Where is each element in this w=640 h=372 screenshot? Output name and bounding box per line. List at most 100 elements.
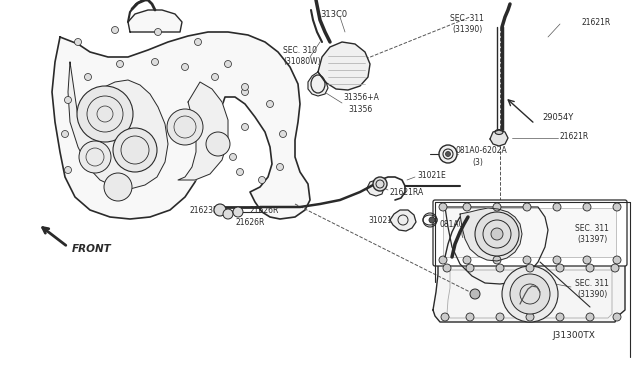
Circle shape	[553, 203, 561, 211]
Circle shape	[439, 203, 447, 211]
Circle shape	[523, 256, 531, 264]
Circle shape	[523, 203, 531, 211]
Circle shape	[491, 228, 503, 240]
Text: 29054Y: 29054Y	[542, 112, 573, 122]
Polygon shape	[490, 130, 508, 146]
Circle shape	[470, 289, 480, 299]
Circle shape	[211, 74, 218, 80]
Circle shape	[233, 207, 243, 217]
FancyBboxPatch shape	[444, 208, 616, 257]
Circle shape	[493, 256, 501, 264]
Text: 313C0: 313C0	[320, 10, 347, 19]
Circle shape	[230, 154, 237, 160]
Circle shape	[154, 29, 161, 35]
Circle shape	[556, 264, 564, 272]
Text: 21626R: 21626R	[250, 205, 280, 215]
Circle shape	[466, 264, 474, 272]
Circle shape	[116, 61, 124, 67]
Text: (31397): (31397)	[577, 234, 607, 244]
Polygon shape	[128, 10, 182, 32]
Circle shape	[526, 313, 534, 321]
Text: 081A0-6162A: 081A0-6162A	[440, 219, 492, 228]
Circle shape	[167, 109, 203, 145]
Circle shape	[259, 176, 266, 183]
Circle shape	[463, 203, 471, 211]
Circle shape	[84, 74, 92, 80]
Polygon shape	[52, 32, 310, 219]
Circle shape	[613, 256, 621, 264]
Text: 31021E: 31021E	[417, 170, 445, 180]
Text: (): ()	[460, 230, 466, 238]
Circle shape	[556, 313, 564, 321]
Circle shape	[611, 264, 619, 272]
Circle shape	[79, 141, 111, 173]
Circle shape	[113, 128, 157, 172]
Text: 21621R: 21621R	[560, 131, 589, 141]
Polygon shape	[68, 62, 168, 189]
Circle shape	[583, 256, 591, 264]
Circle shape	[266, 100, 273, 108]
Circle shape	[65, 167, 72, 173]
Circle shape	[553, 256, 561, 264]
Text: (31080W): (31080W)	[283, 57, 321, 65]
Circle shape	[463, 256, 471, 264]
FancyBboxPatch shape	[433, 200, 627, 266]
Circle shape	[443, 264, 451, 272]
Circle shape	[526, 264, 534, 272]
Text: 21621RA: 21621RA	[390, 187, 424, 196]
Circle shape	[206, 132, 230, 156]
Circle shape	[241, 124, 248, 131]
Polygon shape	[367, 180, 384, 196]
Text: SEC. 311: SEC. 311	[450, 13, 484, 22]
Circle shape	[214, 204, 226, 216]
Ellipse shape	[495, 129, 503, 135]
Circle shape	[429, 217, 435, 223]
Circle shape	[104, 173, 132, 201]
Circle shape	[195, 38, 202, 45]
Circle shape	[276, 164, 284, 170]
Circle shape	[439, 145, 457, 163]
Polygon shape	[433, 264, 625, 322]
Circle shape	[583, 203, 591, 211]
Text: (31390): (31390)	[577, 291, 607, 299]
Circle shape	[241, 83, 248, 90]
Circle shape	[613, 313, 621, 321]
Text: 31021P: 31021P	[368, 215, 397, 224]
Circle shape	[373, 177, 387, 191]
Text: FRONT: FRONT	[72, 244, 112, 254]
Text: 21621R: 21621R	[582, 17, 611, 26]
Circle shape	[61, 131, 68, 138]
Circle shape	[77, 86, 133, 142]
Circle shape	[445, 151, 451, 157]
Text: 21623R: 21623R	[190, 205, 220, 215]
Circle shape	[466, 313, 474, 321]
Text: (31390): (31390)	[452, 25, 483, 33]
Circle shape	[502, 266, 558, 322]
Text: SEC. 311: SEC. 311	[575, 224, 609, 232]
Circle shape	[241, 89, 248, 96]
Circle shape	[237, 169, 243, 176]
Text: 21626R: 21626R	[235, 218, 264, 227]
Polygon shape	[318, 42, 370, 90]
Text: 31356+A: 31356+A	[343, 93, 379, 102]
Text: (3): (3)	[472, 157, 483, 167]
Circle shape	[496, 264, 504, 272]
Circle shape	[280, 131, 287, 138]
Circle shape	[510, 274, 550, 314]
Polygon shape	[460, 208, 522, 261]
Circle shape	[586, 313, 594, 321]
Polygon shape	[178, 82, 228, 180]
Polygon shape	[445, 207, 548, 284]
Circle shape	[225, 61, 232, 67]
Circle shape	[223, 209, 233, 219]
Circle shape	[182, 64, 189, 71]
Circle shape	[441, 313, 449, 321]
Circle shape	[475, 212, 519, 256]
Circle shape	[496, 313, 504, 321]
Text: SEC. 310: SEC. 310	[283, 45, 317, 55]
Circle shape	[111, 26, 118, 33]
Polygon shape	[308, 72, 328, 96]
Circle shape	[65, 96, 72, 103]
Text: J31300TX: J31300TX	[552, 331, 595, 340]
Circle shape	[613, 203, 621, 211]
